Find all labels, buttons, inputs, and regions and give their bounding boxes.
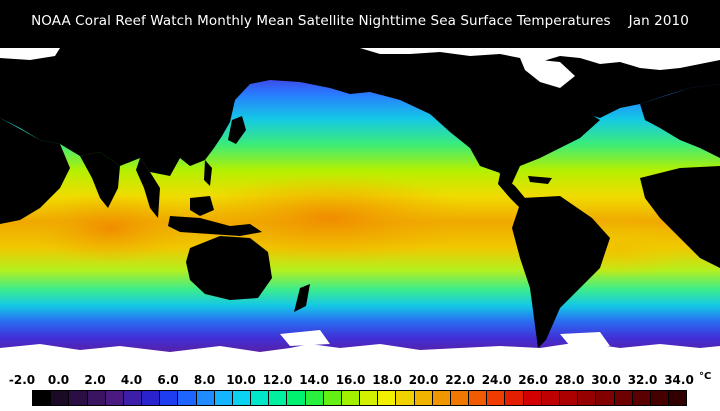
legend-swatch [414, 391, 433, 405]
legend-tick-label: 6.0 [157, 373, 179, 387]
legend-swatch [450, 391, 470, 405]
legend-tick-label: 28.0 [554, 373, 585, 387]
legend-swatch [87, 391, 106, 405]
legend-swatch [105, 391, 124, 405]
borneo [190, 196, 214, 216]
legend-swatch [432, 391, 451, 405]
legend-tick-label: 26.0 [518, 373, 548, 387]
legend-swatch [341, 391, 361, 405]
arctic-ice-2 [520, 58, 575, 88]
se-asia [136, 158, 160, 218]
legend-swatch [196, 391, 215, 405]
legend-swatch [505, 391, 524, 405]
title-date: Jan 2010 [628, 13, 689, 29]
arctic-ice-3 [0, 48, 60, 60]
sst-map [0, 48, 720, 370]
legend-swatch [142, 391, 161, 405]
legend-tick-label: 30.0 [591, 373, 621, 387]
legend-swatch [596, 391, 615, 405]
legend-swatch [396, 391, 415, 405]
legend-swatch [287, 391, 306, 405]
philippines [204, 160, 212, 186]
legend-swatch [232, 391, 252, 405]
south-america [512, 196, 610, 348]
antarctic-ice-2 [280, 330, 330, 346]
legend-tick-label: 34.0 [664, 373, 694, 387]
legend-swatch [578, 391, 597, 405]
legend-tick-label: 8.0 [193, 373, 216, 387]
legend-tick-label: 22.0 [445, 373, 475, 387]
new-zealand [294, 284, 310, 312]
north-america [460, 84, 600, 188]
legend-swatch [669, 391, 687, 405]
color-legend: -2.0 0.0 2.0 4.0 6.0 8.0 10.0 12.0 14.0 16.0 18.0 2… [0, 370, 720, 411]
legend-swatch [487, 391, 506, 405]
legend-unit: °C [699, 371, 712, 382]
africa [0, 118, 70, 224]
legend-swatch [650, 391, 670, 405]
india [80, 152, 120, 208]
legend-swatch [378, 391, 397, 405]
legend-swatch [178, 391, 197, 405]
legend-tick-label: 16.0 [335, 373, 366, 387]
sst-map-svg [0, 48, 720, 370]
legend-swatch [559, 391, 579, 405]
legend-swatch [360, 391, 379, 405]
legend-swatch [523, 391, 542, 405]
legend-swatch [632, 391, 651, 405]
legend-tick-label: 14.0 [299, 373, 329, 387]
legend-swatch [251, 391, 270, 405]
legend-tick-label: -2.0 [8, 373, 36, 387]
central-america [498, 174, 525, 208]
legend-swatch [51, 391, 70, 405]
europe [640, 84, 720, 158]
legend-swatch [469, 391, 488, 405]
legend-swatch [69, 391, 88, 405]
legend-tick-label: 18.0 [372, 373, 402, 387]
legend-swatch [214, 391, 233, 405]
west-africa [640, 166, 720, 268]
antarctic-ice-3 [560, 332, 610, 346]
legend-tick-label: 4.0 [120, 373, 143, 387]
legend-swatch [305, 391, 324, 405]
legend-color-bar [32, 390, 687, 406]
legend-tick-label: 12.0 [262, 373, 293, 387]
legend-swatch [269, 391, 288, 405]
legend-swatch [614, 391, 633, 405]
legend-tick-label: 0.0 [47, 373, 70, 387]
legend-tick-label: 24.0 [481, 373, 512, 387]
indian-warm-area [30, 193, 190, 263]
map-title: NOAA Coral Reef Watch Monthly Mean Satel… [0, 0, 720, 42]
caribbean [528, 176, 552, 184]
legend-tick-label: 2.0 [84, 373, 106, 387]
japan [228, 116, 246, 144]
indonesia [168, 216, 262, 236]
legend-swatch [123, 391, 143, 405]
antarctic-ice [0, 342, 720, 370]
legend-tick-label: 10.0 [226, 373, 256, 387]
legend-swatch [33, 391, 52, 405]
pacific-warm-pool [190, 173, 470, 263]
title-text: NOAA Coral Reef Watch Monthly Mean Satel… [31, 13, 611, 29]
legend-swatch [323, 391, 342, 405]
australia [186, 236, 272, 300]
arctic-ice [360, 48, 720, 70]
legend-tick-labels: -2.0 0.0 2.0 4.0 6.0 8.0 10.0 12.0 14.0 16.0 18.0 2… [0, 373, 720, 389]
legend-swatch [160, 391, 179, 405]
legend-tick-label: 20.0 [408, 373, 439, 387]
legend-swatch [541, 391, 560, 405]
legend-tick-label: 32.0 [627, 373, 658, 387]
